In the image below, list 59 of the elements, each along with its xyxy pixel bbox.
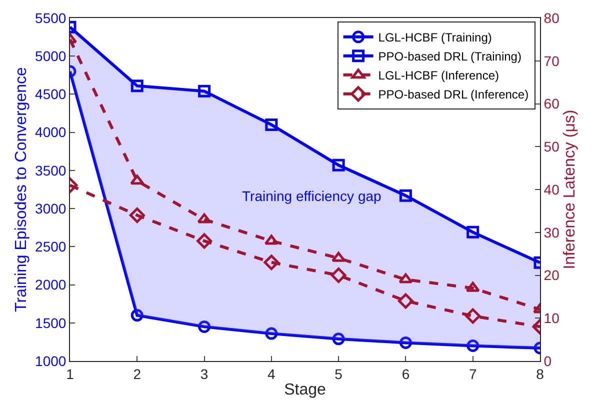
y2-tick-label: 60 [544, 96, 560, 112]
legend-label: PPO-based DRL (Training) [378, 50, 522, 64]
y2-tick-label: 30 [544, 224, 560, 240]
x-tick-label: 4 [268, 366, 276, 382]
point [129, 207, 145, 223]
x-tick-label: 1 [66, 366, 74, 382]
y-tick-label: 1500 [35, 314, 66, 331]
y2-tick-label: 80 [544, 10, 560, 26]
point [398, 273, 413, 284]
point [265, 327, 278, 340]
point [265, 118, 278, 131]
y-tick-label: 3500 [35, 162, 66, 178]
point [332, 252, 346, 262]
x-tick-label: 7 [468, 366, 477, 382]
y-tick-label: 3000 [35, 200, 66, 216]
point [399, 336, 412, 349]
x-tick-label: 3 [200, 366, 208, 382]
y2-tick-label: 20 [544, 267, 560, 284]
y-tick-label: 2000 [35, 276, 66, 293]
point [398, 293, 414, 309]
point [130, 174, 144, 185]
y-tick-label: 2500 [35, 238, 66, 255]
point [264, 254, 280, 270]
y2-tick-label: 70 [544, 52, 560, 69]
y-tick-label: 4000 [35, 124, 66, 140]
x-tick-label: 2 [133, 366, 142, 382]
y-tick-label: 1000 [35, 352, 66, 369]
y2-axis-title: Inference Latency (μs) [561, 110, 578, 270]
y2-tick-label: 40 [544, 181, 560, 198]
x-tick-label: 6 [402, 366, 410, 382]
y-tick-label: 5000 [35, 48, 66, 64]
point [264, 234, 278, 245]
legend-label: LGL-HCBF (Inference) [378, 68, 500, 83]
point [130, 80, 144, 92]
x-axis-title: Stage [284, 382, 326, 398]
point [399, 189, 412, 202]
point [466, 282, 480, 292]
point [196, 233, 212, 249]
y-tick-label: 4500 [35, 86, 66, 102]
x-tick-label: 5 [334, 366, 343, 382]
point [466, 226, 480, 238]
y2-tick-label: 10 [544, 310, 560, 326]
legend-label: PPO-based DRL (Inference) [378, 88, 529, 102]
point [198, 84, 211, 98]
legend-label: LGL-HCBF (Training) [378, 30, 492, 45]
point [466, 340, 480, 352]
point [197, 213, 212, 224]
point [332, 332, 345, 346]
y2-tick-label: 50 [544, 138, 560, 155]
annotation: Training efficiency gap [242, 188, 382, 204]
point [330, 268, 346, 283]
y-tick-label: 5500 [35, 10, 66, 26]
y-axis-title: Training Episodes to Convergence [12, 66, 30, 312]
y2-tick-label: 0 [544, 352, 552, 369]
point [198, 320, 211, 333]
x-tick-label: 8 [536, 366, 544, 382]
point [465, 308, 481, 324]
point [130, 309, 144, 322]
point [332, 158, 345, 172]
